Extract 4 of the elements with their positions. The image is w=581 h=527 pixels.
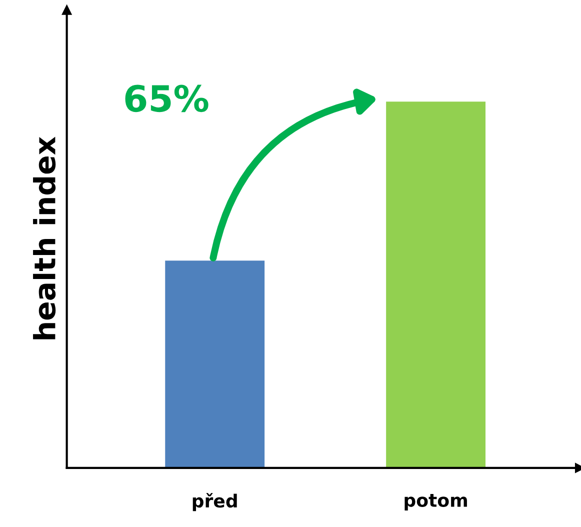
y-axis-title: health index	[33, 136, 56, 340]
x-tick-label: potom	[404, 494, 467, 510]
annotation: 65%	[125, 84, 208, 112]
x-tick-label: před	[192, 492, 237, 512]
